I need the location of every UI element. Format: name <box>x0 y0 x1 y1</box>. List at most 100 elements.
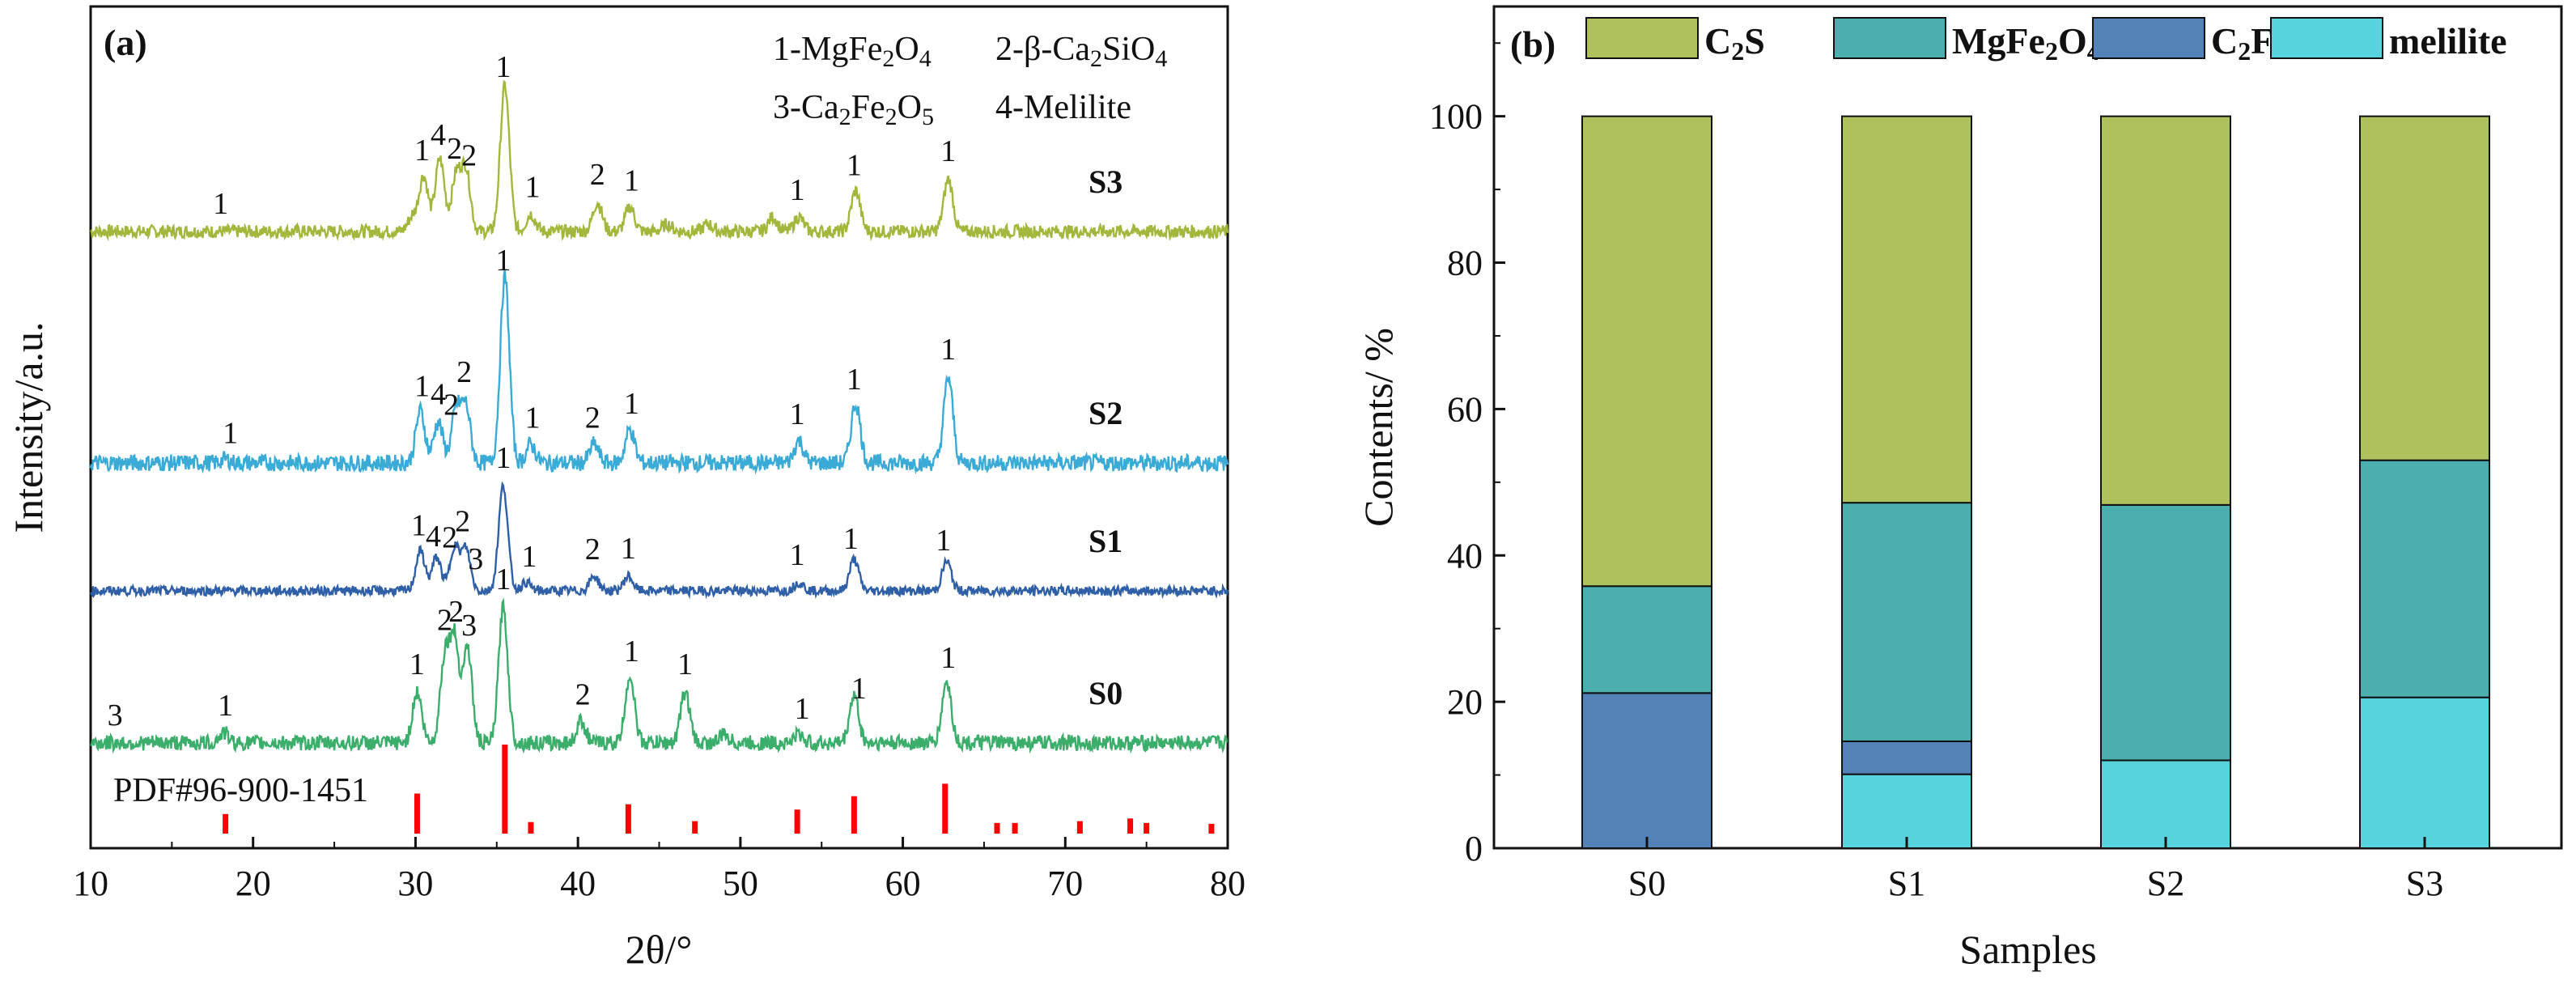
peak-annotation: 1 <box>851 672 867 706</box>
sample-label-S3: S3 <box>1089 163 1122 200</box>
peak-annotation: 1 <box>414 134 430 168</box>
peak-annotation: 2 <box>447 132 462 166</box>
peak-annotation: 1 <box>790 397 805 431</box>
bar-segment-MgFe2O4-S1 <box>1841 502 1972 742</box>
peak-annotation: 1 <box>940 134 956 168</box>
reference-peaks <box>223 745 1215 834</box>
stacked-bars <box>1581 115 2490 850</box>
peak-annotation: 3 <box>461 609 477 643</box>
bar-y-axis-title: Contents/ % <box>1356 328 1401 527</box>
legend-label-melilite: melilite <box>2389 20 2507 62</box>
legend-label-C2F: C2F <box>2211 20 2273 66</box>
bar-y-axis-ticks: 0 20 40 60 80 100 <box>1429 42 1505 868</box>
legend-swatch-melilite <box>2270 17 2383 59</box>
peak-annotation: 1 <box>624 635 639 669</box>
bar-segment-melilite-S1 <box>1841 773 1972 850</box>
peak-annotation: 2 <box>437 603 452 637</box>
legend-swatch-C2S <box>1585 17 1699 59</box>
peak-annotation: 2 <box>455 505 470 539</box>
bar-segment-MgFe2O4-S2 <box>2100 503 2231 762</box>
y-tick-label: 100 <box>1429 97 1483 137</box>
bar-x-axis-title: Samples <box>1959 927 2096 972</box>
peak-annotation: 1 <box>495 50 511 84</box>
peak-annotation: 1 <box>495 441 511 475</box>
bar-plot-frame <box>1492 5 2563 850</box>
legend-label-C2S: C2S <box>1704 20 1765 66</box>
peak-annotation: 1 <box>795 692 810 726</box>
x-tick-label: 80 <box>1210 864 1246 903</box>
x-tick-label: 20 <box>236 864 271 903</box>
panel-label-b: (b) <box>1510 23 1555 65</box>
xrd-series-S1 <box>89 481 1229 600</box>
x-tick-label: 60 <box>885 864 921 903</box>
x-tick-label: 50 <box>723 864 758 903</box>
legend-label-MgFe2O4: MgFe2O4 <box>1952 20 2100 66</box>
x-tick-label: 40 <box>560 864 596 903</box>
xrd-series-S2 <box>89 269 1229 475</box>
peak-annotation: 1 <box>524 401 540 435</box>
xrd-phase-legend: 1-MgFe2O4 2-β-Ca2SiO4 3-Ca2Fe2O5 4-Melilite <box>773 31 1167 130</box>
xrd-plot-frame <box>89 5 1229 850</box>
peak-annotation: 1 <box>847 363 862 397</box>
x-tick-label: 30 <box>397 864 433 903</box>
bar-segment-MgFe2O4-S3 <box>2359 459 2490 698</box>
category-label-S1: S1 <box>1888 864 1925 903</box>
category-label-S3: S3 <box>2406 864 2443 903</box>
peak-annotation: 1 <box>790 173 805 207</box>
bar-segment-C2S-S1 <box>1841 115 1972 504</box>
y-tick-label: 60 <box>1447 389 1483 429</box>
peak-annotation: 2 <box>585 401 601 435</box>
peak-annotation: 1 <box>624 163 639 197</box>
y-tick-label: 40 <box>1447 536 1483 575</box>
peak-annotation: 1 <box>223 416 238 450</box>
x-tick-label: 70 <box>1047 864 1083 903</box>
peak-annotation: 1 <box>940 641 956 675</box>
bar-x-axis-ticks: S0 S1 S2 S3 <box>1628 837 2443 903</box>
peak-annotation: 1 <box>521 540 537 574</box>
peak-annotation: 2 <box>461 138 477 172</box>
bar-segment-C2S-S3 <box>2359 115 2490 461</box>
bar-segment-C2S-S0 <box>1581 115 1712 588</box>
peak-annotation: 1 <box>414 369 430 403</box>
peak-annotation: 1 <box>621 532 636 566</box>
y-tick-label: 20 <box>1447 682 1483 722</box>
peak-annotation: 4 <box>431 377 446 411</box>
peak-annotation: 2 <box>585 533 601 567</box>
phase-legend-entry: 2-β-Ca2SiO4 <box>995 31 1167 72</box>
peak-annotation: 2 <box>575 677 591 711</box>
category-label-S0: S0 <box>1628 864 1666 903</box>
peak-annotation: 1 <box>624 387 639 421</box>
phase-legend-entry: 3-Ca2Fe2O5 <box>773 89 934 130</box>
phase-legend: C2S MgFe2O4 C2F melilite <box>1585 17 2507 66</box>
legend-swatch-C2F <box>2092 17 2205 59</box>
peak-annotation: 1 <box>495 562 511 596</box>
peak-annotation: 1 <box>843 522 859 556</box>
bar-segment-MgFe2O4-S0 <box>1581 585 1712 694</box>
peak-annotation: 2 <box>442 520 457 554</box>
peak-annotation: 1 <box>936 524 951 558</box>
peak-annotation: 1 <box>410 647 425 681</box>
phase-content-chart: (b) C2S MgFe2O4 C2F melilite 0 20 40 60 80 100 S… <box>1356 5 2563 972</box>
peak-annotation: 2 <box>590 158 605 192</box>
peak-annotation: 1 <box>213 187 228 221</box>
bar-segment-C2S-S2 <box>2100 115 2231 506</box>
legend-swatch-MgFe2O4 <box>1833 17 1946 59</box>
peak-annotation: 1 <box>790 538 805 572</box>
phase-legend-entry: 4-Melilite <box>995 89 1131 126</box>
bar-segment-melilite-S3 <box>2359 696 2490 849</box>
xrd-y-axis-title: Intensity/a.u. <box>6 321 51 533</box>
peak-annotation: 1 <box>524 171 540 205</box>
peak-annotation: 2 <box>456 355 472 389</box>
sample-label-S1: S1 <box>1089 523 1122 559</box>
y-tick-label: 0 <box>1465 829 1483 868</box>
xrd-series-S3 <box>90 79 1229 242</box>
peak-annotation: 1 <box>411 509 427 543</box>
peak-annotation: 1 <box>495 244 511 278</box>
x-tick-label: 10 <box>73 864 108 903</box>
bar-segment-C2F-S1 <box>1841 740 1972 775</box>
xrd-chart: (a) 1-MgFe2O4 2-β-Ca2SiO4 3-Ca2Fe2O5 4-Meli… <box>6 5 1246 972</box>
peak-annotation: 2 <box>448 595 464 629</box>
peak-annotation: 1 <box>218 689 233 723</box>
